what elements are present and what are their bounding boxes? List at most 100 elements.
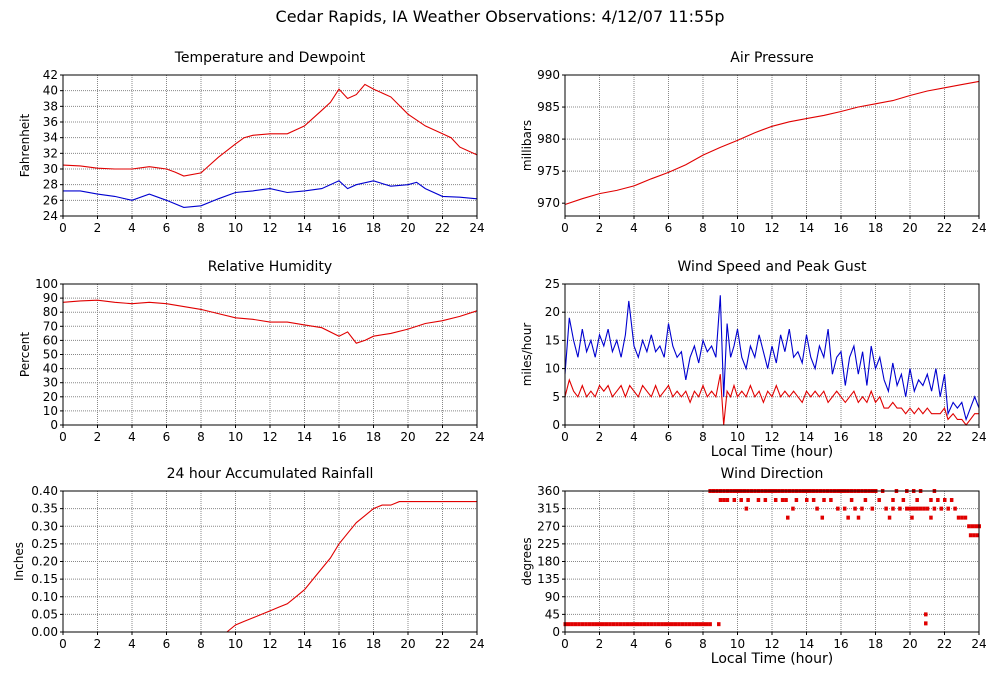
y-tick-label: 0.00 — [31, 625, 58, 639]
x-tick-label: 24 — [469, 221, 484, 235]
x-tick-label: 24 — [971, 637, 986, 651]
data-point — [615, 622, 619, 627]
series-line-red — [62, 299, 478, 344]
data-point — [915, 506, 919, 511]
data-point — [887, 515, 892, 520]
data-point — [660, 622, 664, 627]
data-point — [929, 498, 933, 503]
x-tick-label: 16 — [331, 637, 346, 651]
data-point — [820, 515, 825, 520]
data-point — [691, 622, 695, 627]
x-tick-label: 8 — [197, 221, 205, 235]
x-tick-label: 6 — [163, 637, 171, 651]
data-point — [891, 498, 895, 503]
y-tick-label: 0 — [552, 625, 560, 639]
x-tick-label: 12 — [764, 221, 779, 235]
y-tick-label: 100 — [35, 277, 58, 291]
y-tick-label: 40 — [43, 84, 58, 98]
data-point — [584, 622, 588, 627]
data-point — [918, 506, 923, 511]
x-tick-label: 10 — [228, 430, 243, 444]
x-tick-label: 0 — [561, 430, 569, 444]
chart-title: Wind Direction — [721, 466, 824, 482]
data-point — [625, 622, 630, 627]
x-tick-label: 6 — [665, 221, 673, 235]
y-tick-label: 36 — [43, 115, 58, 129]
x-tick-label: 10 — [228, 221, 243, 235]
chart-title: Air Pressure — [730, 50, 813, 66]
data-point — [784, 498, 788, 503]
x-tick-label: 20 — [400, 430, 415, 444]
y-tick-label: 0.15 — [31, 572, 58, 586]
data-point — [604, 622, 609, 627]
data-point — [922, 506, 926, 511]
x-tick-label: 16 — [833, 430, 848, 444]
x-tick-label: 4 — [128, 637, 136, 651]
data-point — [618, 622, 623, 627]
series-line-blue — [564, 295, 980, 422]
data-point — [632, 622, 636, 627]
x-tick-label: 18 — [868, 221, 883, 235]
series-line-red — [564, 374, 979, 426]
x-tick-label: 6 — [665, 637, 673, 651]
x-tick-label: 6 — [163, 430, 171, 444]
data-point — [591, 622, 595, 627]
data-point — [911, 506, 916, 511]
data-point — [611, 622, 616, 627]
x-tick-label: 14 — [297, 637, 312, 651]
x-tick-label: 14 — [297, 430, 312, 444]
y-tick-label: 180 — [537, 555, 560, 569]
y-tick-label: 0.25 — [31, 537, 58, 551]
data-point — [566, 622, 571, 627]
y-tick-label: 60 — [43, 333, 58, 347]
x-tick-label: 22 — [435, 430, 450, 444]
y-tick-label: 30 — [43, 376, 58, 390]
x-tick-label: 8 — [197, 430, 205, 444]
series-line-red — [63, 501, 477, 633]
data-point — [573, 622, 578, 627]
data-point — [601, 622, 605, 627]
data-point — [974, 524, 978, 529]
x-tick-label: 10 — [730, 637, 745, 651]
data-point — [649, 622, 654, 627]
data-point — [725, 498, 730, 503]
x-tick-label: 16 — [331, 430, 346, 444]
x-tick-label: 24 — [469, 430, 484, 444]
x-tick-label: 6 — [163, 221, 171, 235]
series-line-red — [564, 80, 980, 206]
data-point — [905, 506, 909, 511]
data-point — [673, 622, 678, 627]
x-tick-label: 22 — [937, 430, 952, 444]
x-tick-label: 22 — [937, 221, 952, 235]
series-line-red — [62, 83, 478, 177]
x-tick-label: 20 — [400, 637, 415, 651]
y-tick-label: 990 — [537, 68, 560, 82]
y-axis-label: degrees — [520, 537, 534, 585]
y-tick-label: 26 — [43, 193, 58, 207]
x-tick-label: 18 — [868, 430, 883, 444]
data-point — [925, 506, 930, 511]
data-point — [856, 515, 861, 520]
x-tick-label: 14 — [799, 221, 814, 235]
y-tick-label: 90 — [43, 291, 58, 305]
x-tick-label: 8 — [699, 637, 707, 651]
x-tick-label: 14 — [297, 221, 312, 235]
x-tick-label: 2 — [94, 430, 102, 444]
data-point — [815, 506, 819, 511]
y-tick-label: 24 — [43, 209, 58, 223]
x-tick-label: 22 — [435, 221, 450, 235]
data-point — [667, 622, 671, 627]
y-tick-label: 34 — [43, 131, 58, 145]
data-point — [642, 622, 647, 627]
series-line-blue — [63, 180, 478, 208]
data-point — [608, 622, 612, 627]
data-point — [877, 498, 881, 503]
data-point — [836, 506, 840, 511]
data-point — [863, 498, 868, 503]
data-point — [635, 622, 640, 627]
data-point — [939, 506, 944, 511]
x-tick-label: 12 — [764, 430, 779, 444]
data-point — [842, 506, 847, 511]
